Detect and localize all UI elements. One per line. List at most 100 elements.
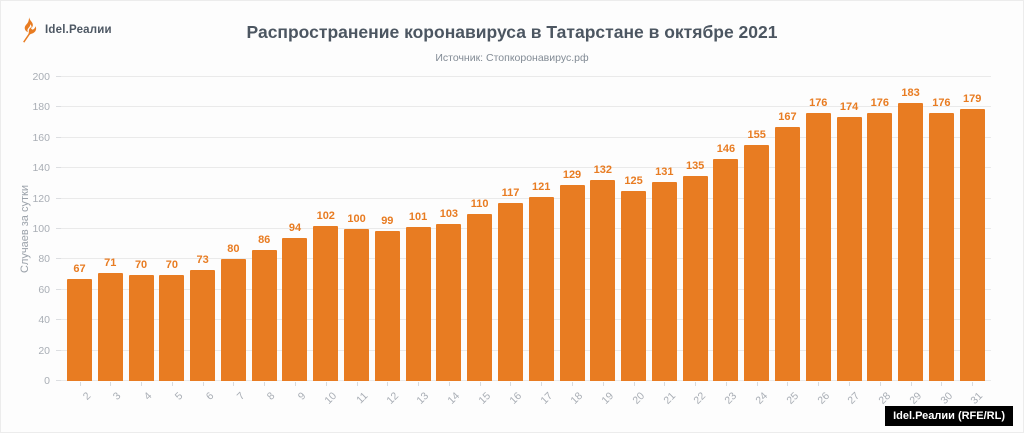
bar-value-label: 155	[747, 129, 766, 142]
bar-slot: 80 7	[220, 77, 247, 403]
x-tick-label: 28	[876, 390, 894, 407]
bar	[67, 279, 92, 381]
x-tick-label: 27	[845, 390, 863, 407]
chart-title: Распространение коронавируса в Татарстан…	[246, 22, 778, 42]
bar	[159, 274, 185, 381]
x-tick-label: 26	[814, 390, 832, 407]
bar-slot: 174 27	[836, 77, 863, 407]
bar-value-label: 132	[593, 164, 612, 177]
x-tick	[602, 382, 604, 386]
x-tick-label: 20	[630, 390, 648, 407]
chart-subtitle: Источник: Стопкоронавирус.рф	[435, 52, 589, 64]
y-tick-label: 160	[32, 131, 50, 144]
x-tick	[787, 382, 789, 386]
x-tick	[725, 382, 727, 386]
x-tick-label: 21	[661, 390, 678, 407]
x-tick-label: 10	[322, 390, 340, 407]
y-tick-label: 60	[38, 283, 50, 296]
bar-value-label: 176	[809, 97, 828, 110]
bar-slot: 167 25	[774, 77, 801, 407]
bar	[713, 159, 739, 381]
x-tick-label: 8	[265, 390, 278, 403]
bar	[928, 113, 954, 381]
bar-slot: 67 2	[67, 77, 93, 403]
x-tick	[910, 382, 912, 386]
y-tick-label: 80	[38, 253, 50, 266]
bar	[805, 113, 831, 381]
x-tick	[664, 382, 666, 386]
bar-slot: 176 28	[867, 77, 893, 407]
gridline	[61, 288, 991, 290]
x-tick-label: 7	[234, 390, 247, 403]
bar-slot: 70 5	[159, 77, 185, 403]
x-tick-label: 17	[537, 390, 555, 407]
bar-value-label: 176	[870, 97, 889, 110]
x-tick	[356, 382, 358, 386]
y-tick-label: 180	[32, 101, 50, 114]
x-tick-label: 5	[172, 390, 186, 403]
bar	[682, 175, 708, 381]
bar-value-label: 176	[932, 97, 951, 110]
x-tick	[141, 382, 143, 386]
bar-value-label: 102	[316, 209, 335, 222]
y-tick	[56, 167, 61, 169]
bar	[867, 113, 893, 381]
x-tick-label: 6	[203, 390, 217, 403]
y-tick	[56, 76, 61, 77]
bar-slot: 179 31	[959, 77, 986, 407]
bar	[959, 108, 985, 381]
bar-slot: 155 24	[744, 77, 770, 407]
x-tick	[448, 382, 450, 386]
bar-value-label: 131	[655, 165, 674, 178]
logo-text: Idel.Реалии	[45, 24, 112, 36]
x-tick	[79, 382, 81, 386]
bar-slot: 135 22	[682, 77, 709, 407]
x-tick-label: 31	[968, 390, 986, 407]
bar	[405, 227, 431, 381]
x-tick-label: 15	[476, 390, 494, 407]
bar	[528, 197, 554, 381]
bar-value-label: 121	[532, 181, 551, 194]
y-tick	[56, 228, 61, 229]
bar-slot: 183 29	[898, 77, 924, 407]
y-tick-label: 140	[32, 162, 50, 175]
bar-value-label: 71	[104, 257, 117, 270]
bar	[344, 229, 370, 381]
bar-value-label: 73	[196, 254, 209, 267]
x-tick	[264, 382, 266, 386]
x-tick	[879, 382, 881, 386]
bar-slot: 71 3	[97, 77, 124, 403]
bar	[621, 191, 647, 381]
bar-slot: 73 6	[190, 77, 216, 403]
x-tick-label: 24	[753, 390, 771, 407]
gridline	[61, 136, 991, 138]
x-tick-label: 16	[507, 390, 524, 407]
x-tick	[541, 382, 543, 386]
bar-value-label: 99	[381, 214, 394, 227]
bar-value-label: 70	[134, 258, 148, 271]
y-tick	[56, 197, 61, 199]
bar	[282, 238, 308, 381]
bar	[836, 116, 862, 381]
bar-value-label: 94	[288, 222, 302, 235]
y-tick-label: 40	[38, 314, 50, 327]
y-tick	[56, 106, 61, 108]
bar-slot: 101 13	[405, 77, 432, 407]
y-tick	[56, 380, 61, 381]
x-tick-label: 13	[414, 390, 432, 407]
bar	[251, 250, 277, 381]
x-tick	[387, 382, 389, 386]
bar-slot: 117 16	[497, 77, 524, 407]
bar-slot: 176 26	[805, 77, 832, 407]
y-tick	[56, 349, 61, 351]
bar-slot: 132 19	[590, 77, 616, 407]
bar	[898, 102, 924, 381]
bar	[651, 181, 677, 381]
x-tick-label: 23	[722, 390, 740, 407]
bar-slot: 103 14	[436, 77, 462, 407]
x-tick-label: 3	[111, 390, 124, 403]
bar-value-label: 174	[839, 100, 859, 113]
x-tick	[325, 382, 327, 386]
bar-slot: 86 8	[251, 77, 278, 403]
